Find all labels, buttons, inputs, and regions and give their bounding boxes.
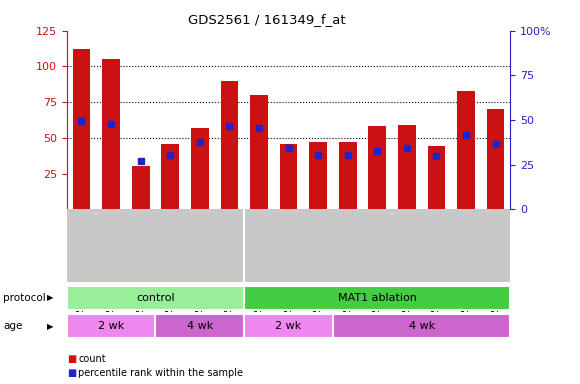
Text: MAT1 ablation: MAT1 ablation: [338, 293, 416, 303]
Bar: [244, 286, 510, 310]
Text: control: control: [136, 293, 175, 303]
Bar: [333, 314, 510, 338]
Text: GDS2561 / 161349_f_at: GDS2561 / 161349_f_at: [188, 13, 346, 26]
Bar: [132, 166, 150, 209]
Bar: [309, 142, 327, 209]
Bar: [67, 314, 155, 338]
Bar: [102, 59, 120, 209]
Text: 2 wk: 2 wk: [276, 321, 302, 331]
Bar: [339, 142, 357, 209]
Text: percentile rank within the sample: percentile rank within the sample: [78, 368, 243, 378]
Bar: [191, 128, 209, 209]
Bar: [155, 314, 244, 338]
Text: ■: ■: [67, 354, 76, 364]
Bar: [398, 125, 416, 209]
Text: ▶: ▶: [47, 293, 53, 302]
Bar: [250, 95, 268, 209]
Text: protocol: protocol: [3, 293, 46, 303]
Bar: [161, 144, 179, 209]
Text: 4 wk: 4 wk: [408, 321, 435, 331]
Bar: [457, 91, 475, 209]
Text: age: age: [3, 321, 22, 331]
Bar: [427, 146, 445, 209]
Text: ■: ■: [67, 368, 76, 378]
Text: 4 wk: 4 wk: [187, 321, 213, 331]
Bar: [280, 144, 298, 209]
Text: count: count: [78, 354, 106, 364]
Bar: [487, 109, 505, 209]
Text: 2 wk: 2 wk: [98, 321, 124, 331]
Bar: [67, 286, 244, 310]
Bar: [220, 81, 238, 209]
Bar: [368, 126, 386, 209]
Bar: [72, 49, 90, 209]
Text: ▶: ▶: [47, 321, 53, 331]
Bar: [244, 314, 333, 338]
